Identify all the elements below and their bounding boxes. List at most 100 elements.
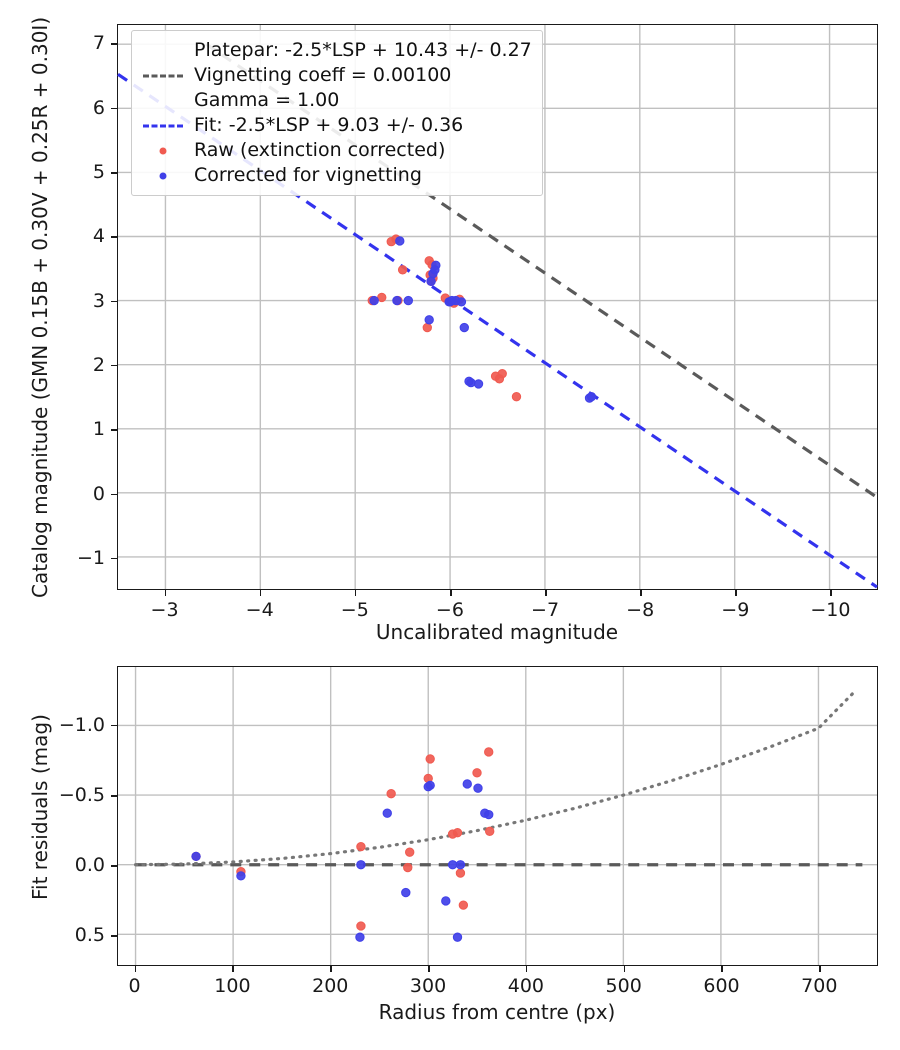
dot-icon — [159, 147, 167, 154]
data-point — [484, 809, 494, 820]
x-tick-mark — [830, 590, 833, 596]
data-point — [356, 921, 366, 931]
legend-entry-label: Corrected for vignetting — [194, 164, 422, 186]
y-tick-label: −0.5 — [58, 783, 105, 806]
x-tick-mark — [428, 966, 430, 972]
fit-residuals-plot-area — [118, 667, 877, 965]
x-tick-mark — [545, 590, 547, 596]
x-tick-label: 0 — [128, 975, 141, 997]
y-tick-label: 0.5 — [74, 924, 105, 947]
y-tick-label: −1.0 — [58, 713, 105, 736]
legend-entry-label: Fit: -2.5*LSP + 9.03 +/- 0.36 — [194, 114, 464, 136]
plot-line — [133, 689, 858, 867]
x-tick-mark — [164, 590, 167, 596]
legend-marker-icon — [141, 163, 185, 188]
data-point — [473, 379, 484, 389]
x-tick-label: −10 — [810, 599, 851, 621]
x-tick-label: 700 — [801, 975, 838, 997]
x-tick-mark — [623, 966, 626, 972]
data-point — [405, 847, 415, 857]
y-tick-mark — [111, 364, 117, 367]
x-tick-label: −8 — [626, 599, 655, 621]
data-point — [462, 779, 472, 789]
data-point — [426, 276, 436, 287]
top-y-axis-title: Catalog magnitude (GMN 0.15B + 0.30V + 0… — [28, 16, 52, 598]
data-point — [455, 868, 466, 878]
data-point — [586, 392, 597, 402]
data-point — [403, 295, 414, 306]
data-point — [424, 315, 434, 325]
data-point — [397, 265, 408, 275]
data-point — [355, 932, 365, 942]
y-tick-label: 0.0 — [74, 854, 105, 877]
x-tick-label: 500 — [605, 975, 642, 997]
legend-entry: Gamma = 1.00 — [141, 88, 532, 113]
x-tick-mark — [735, 590, 737, 596]
x-tick-mark — [330, 966, 332, 972]
scatter-series — [369, 236, 597, 403]
data-point — [459, 322, 469, 333]
data-point — [395, 236, 405, 246]
x-tick-mark — [449, 590, 452, 596]
data-point — [511, 392, 522, 402]
data-point — [497, 368, 507, 379]
y-tick-mark — [111, 429, 117, 431]
y-tick-mark — [111, 724, 117, 727]
y-tick-label: 3 — [92, 289, 105, 312]
data-point — [430, 265, 440, 275]
y-tick-mark — [111, 493, 117, 496]
x-tick-mark — [819, 966, 821, 972]
data-point — [458, 900, 469, 910]
y-tick-label: 5 — [92, 160, 105, 183]
legend-empty-key — [141, 88, 185, 113]
y-tick-mark — [111, 865, 117, 867]
legend-entry: Corrected for vignetting — [141, 163, 532, 188]
legend-entry: Raw (extinction corrected) — [141, 138, 532, 163]
data-point — [236, 871, 246, 881]
y-tick-mark — [111, 107, 117, 110]
data-point — [401, 887, 411, 898]
data-point — [356, 860, 366, 870]
bottom-x-axis-title: Radius from centre (px) — [378, 1000, 616, 1024]
x-tick-mark — [525, 966, 528, 972]
data-point — [472, 768, 482, 778]
x-tick-label: 100 — [214, 975, 251, 997]
x-tick-label: −7 — [531, 599, 560, 621]
legend-entry: Platepar: -2.5*LSP + 10.43 +/- 0.27 — [141, 38, 532, 63]
x-tick-mark — [232, 966, 234, 972]
y-tick-mark — [111, 43, 117, 45]
x-tick-label: −6 — [435, 599, 464, 621]
y-tick-label: 6 — [92, 96, 105, 119]
legend-marker-icon — [141, 138, 185, 163]
data-point — [456, 297, 467, 307]
legend-entry-label: Vignetting coeff = 0.00100 — [194, 64, 452, 86]
y-tick-mark — [111, 935, 117, 937]
data-point — [369, 295, 379, 306]
legend-empty-key — [141, 38, 185, 63]
data-point — [425, 780, 435, 791]
y-tick-label: 0 — [92, 482, 105, 505]
data-point — [455, 860, 466, 870]
dash-icon — [143, 124, 183, 127]
y-tick-mark — [111, 171, 117, 174]
data-point — [403, 862, 413, 873]
dot-icon — [159, 172, 167, 179]
legend-dashed-line-icon — [141, 113, 185, 138]
x-tick-label: 200 — [312, 975, 349, 997]
y-tick-label: 1 — [92, 418, 105, 441]
data-point — [452, 932, 463, 942]
legend-entry: Vignetting coeff = 0.00100 — [141, 63, 532, 88]
legend-dashed-line-icon — [141, 63, 185, 88]
data-point — [392, 295, 402, 306]
data-point — [441, 896, 451, 906]
x-tick-label: −9 — [721, 599, 750, 621]
data-point — [473, 783, 483, 793]
legend-entry-label: Gamma = 1.00 — [194, 89, 340, 111]
x-tick-label: −3 — [150, 599, 179, 621]
x-tick-mark — [640, 590, 642, 596]
x-tick-label: −4 — [245, 599, 274, 621]
x-tick-mark — [354, 590, 357, 596]
top-x-axis-title: Uncalibrated magnitude — [375, 620, 619, 644]
legend-entry: Fit: -2.5*LSP + 9.03 +/- 0.36 — [141, 113, 532, 138]
